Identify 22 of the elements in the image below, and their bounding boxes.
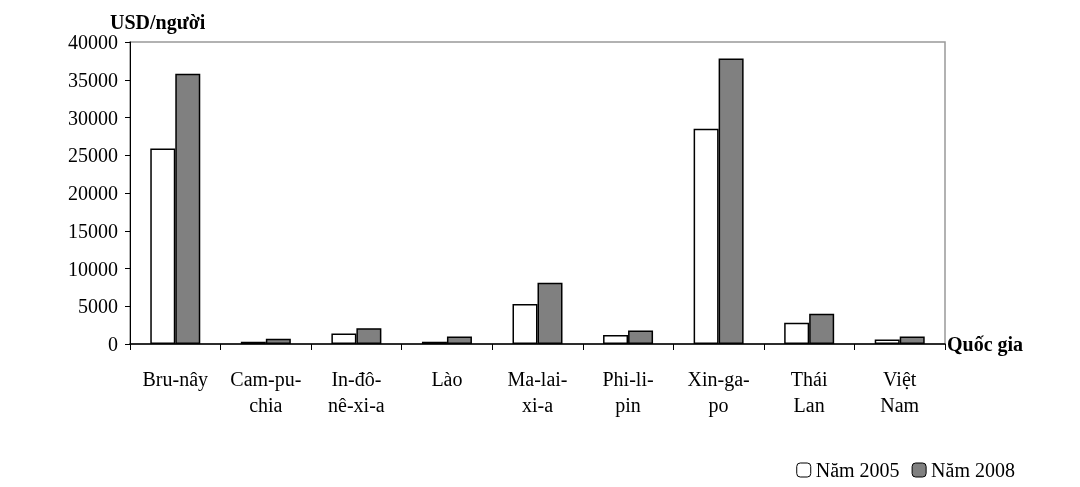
y-tick-label: 5000 — [78, 295, 118, 318]
y-tick-label: 40000 — [68, 31, 118, 53]
x-tick-label: Việt Nam — [880, 368, 920, 416]
x-tick-label: Ma-lai-xi-a — [507, 368, 568, 416]
y-tick-label: 0 — [108, 333, 118, 355]
x-tick-label: Xin-ga-po — [687, 368, 750, 417]
x-tick-label: Lào — [431, 368, 463, 390]
y-tick-label: 20000 — [68, 182, 118, 204]
y-tick-label: 25000 — [68, 144, 118, 167]
legend-label: Năm 2008 — [931, 459, 1016, 481]
x-tick-label: Cam-pu-chia — [230, 368, 302, 416]
y-axis-title: USD/người — [110, 11, 206, 34]
y-tick-label: 15000 — [68, 219, 118, 242]
y-tick-label: 10000 — [68, 257, 118, 280]
x-axis-title: Quốc gia — [947, 333, 1024, 356]
y-tick-label: 35000 — [68, 68, 118, 91]
x-tick-label: In-đô-nê-xi-a — [328, 368, 385, 416]
legend-label: Năm 2005 — [815, 459, 900, 481]
x-tick-label: Bru-nây — [142, 368, 209, 391]
x-tick-label: Phi-li-pin — [602, 368, 654, 417]
x-tick-label: Thái Lan — [790, 368, 828, 416]
y-tick-label: 30000 — [68, 106, 118, 129]
